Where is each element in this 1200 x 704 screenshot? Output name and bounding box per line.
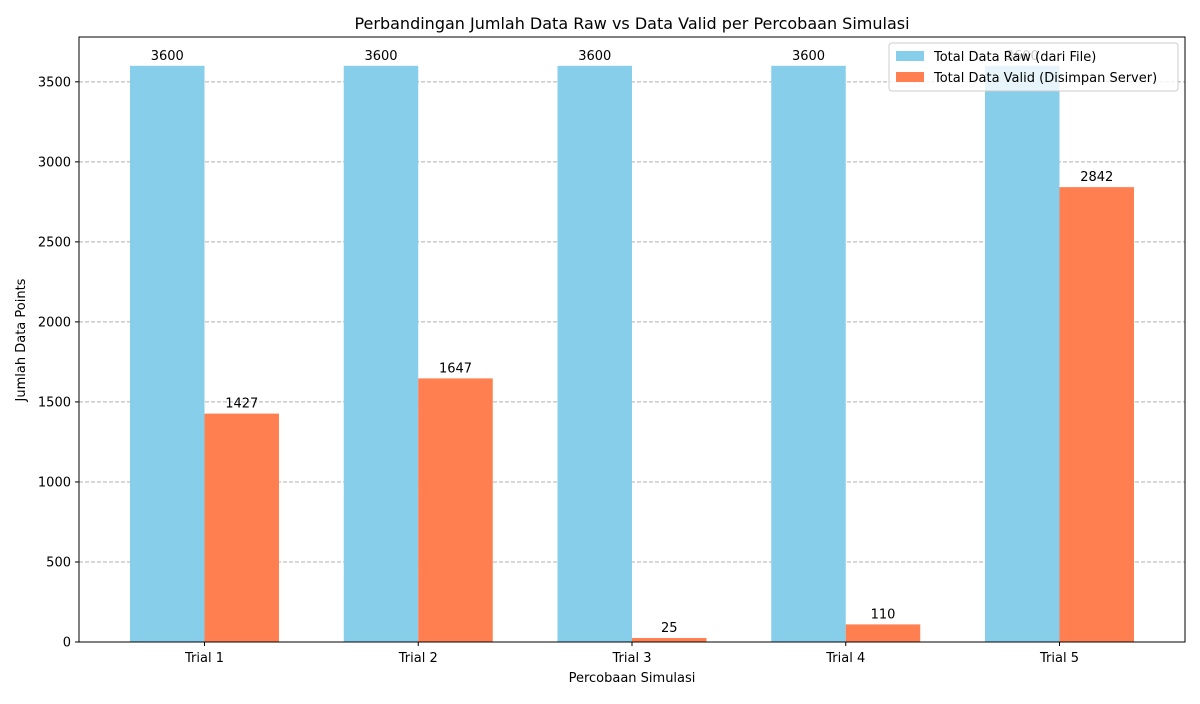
x-axis-label: Percobaan Simulasi — [569, 671, 696, 686]
bar-valid — [1059, 187, 1134, 642]
y-tick-label: 1500 — [38, 395, 71, 410]
data-labels: 3600142736001647360025360011036002842 — [151, 49, 1114, 636]
data-label-raw: 3600 — [364, 49, 397, 64]
x-tick-label: Trial 5 — [1039, 651, 1079, 666]
x-tick-label: Trial 2 — [398, 651, 438, 666]
data-label-valid: 1647 — [439, 361, 472, 376]
data-label-valid: 1427 — [225, 397, 258, 412]
legend-swatch-valid — [896, 72, 924, 82]
legend: Total Data Raw (dari File) Total Data Va… — [888, 42, 1179, 92]
legend-box — [888, 42, 1179, 92]
y-tick-label: 3000 — [38, 155, 71, 170]
y-tick-label: 3500 — [38, 75, 71, 90]
y-tick-label: 500 — [46, 555, 71, 570]
bar-raw — [771, 65, 846, 643]
data-label-raw: 3600 — [792, 49, 825, 64]
bar-raw — [343, 65, 419, 643]
data-label-valid: 110 — [871, 607, 896, 622]
legend-label-valid: Total Data Valid (Disimpan Server) — [933, 71, 1157, 86]
x-tick-label: Trial 1 — [184, 651, 224, 666]
data-label-valid: 2842 — [1080, 170, 1113, 185]
legend-label-raw: Total Data Raw (dari File) — [933, 50, 1096, 65]
y-axis: 0 500 1000 1500 2000 2500 3000 3500 — [38, 75, 79, 651]
bar-valid — [204, 413, 279, 642]
data-label-raw: 3600 — [578, 49, 611, 64]
y-tick-label: 1000 — [38, 475, 71, 490]
bar-raw — [130, 65, 205, 643]
bar-raw — [557, 65, 632, 643]
bar-valid — [632, 637, 707, 642]
y-tick-label: 2000 — [38, 315, 71, 330]
bar-valid — [845, 624, 921, 642]
data-label-valid: 25 — [661, 621, 678, 636]
bars — [130, 65, 1134, 643]
x-axis: Trial 1 Trial 2 Trial 3 Trial 4 Trial 5 — [184, 642, 1079, 666]
bar-raw — [985, 65, 1060, 643]
y-axis-label: Jumlah Data Points — [14, 278, 29, 402]
bar-valid — [418, 378, 493, 642]
data-label-raw: 3600 — [151, 49, 184, 64]
x-tick-label: Trial 4 — [825, 651, 865, 666]
y-tick-label: 0 — [63, 636, 71, 651]
chart-title: Perbandingan Jumlah Data Raw vs Data Val… — [354, 14, 909, 33]
legend-swatch-raw — [896, 51, 924, 61]
x-tick-label: Trial 3 — [612, 651, 652, 666]
y-tick-label: 2500 — [38, 235, 71, 250]
